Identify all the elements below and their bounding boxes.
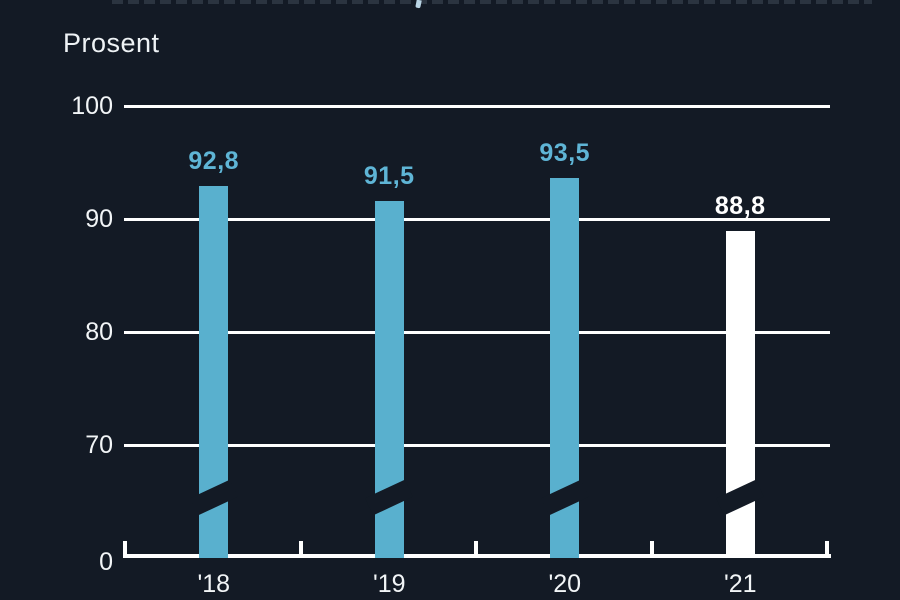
x-axis-line — [123, 554, 831, 558]
x-axis-tick — [825, 541, 829, 554]
y-tick-label-0: 0 — [99, 547, 113, 576]
x-tick-label: '19 — [372, 570, 406, 598]
y-tick-label-100: 100 — [71, 91, 113, 120]
y-tick-label-90: 90 — [85, 204, 113, 233]
gridline-100 — [124, 104, 830, 108]
x-tick-label: '18 — [197, 570, 231, 598]
x-axis-tick — [649, 541, 654, 554]
x-axis-tick — [298, 541, 303, 554]
gridline-90 — [124, 217, 830, 221]
y-tick-label-80: 80 — [85, 317, 113, 346]
x-tick-label: '20 — [548, 570, 582, 598]
bar-value-label: 92,8 — [188, 146, 240, 175]
y-axis-unit-label: Prosent — [63, 28, 160, 58]
bar-value-label: 88,8 — [714, 192, 766, 221]
gridline-80 — [124, 330, 830, 334]
x-tick-label: '21 — [723, 570, 757, 598]
clipped-title-remnant — [112, 0, 872, 4]
bar-value-label: 93,5 — [539, 138, 591, 167]
y-tick-label-70: 70 — [85, 430, 113, 459]
gridline-70 — [124, 443, 830, 447]
x-axis-tick — [474, 541, 478, 554]
bar-value-label: 91,5 — [363, 161, 415, 190]
x-axis-tick — [123, 541, 127, 554]
